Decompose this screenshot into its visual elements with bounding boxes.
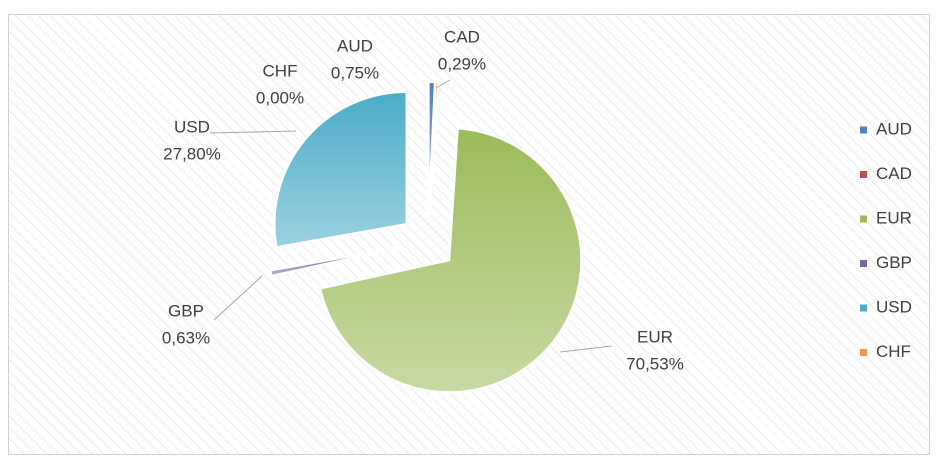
- data-label-value: 0,00%: [256, 88, 304, 107]
- data-label-value: 0,75%: [331, 63, 379, 82]
- data-label-category: CAD: [444, 27, 480, 46]
- legend-swatch: [860, 215, 867, 223]
- legend-swatch: [860, 126, 867, 134]
- pie-slice: [273, 91, 408, 249]
- data-label-category: CHF: [263, 61, 298, 80]
- legend-label: CAD: [876, 164, 912, 183]
- data-label-value: 27,80%: [163, 144, 221, 163]
- legend-label: GBP: [876, 253, 912, 272]
- legend-swatch: [860, 304, 867, 312]
- legend-swatch: [860, 260, 867, 267]
- leader-line: [559, 345, 613, 353]
- data-label-category: GBP: [168, 301, 204, 320]
- legend-label: AUD: [876, 119, 912, 138]
- legend-label: USD: [876, 297, 912, 316]
- data-label-value: 0,63%: [162, 328, 210, 347]
- leader-line: [209, 130, 297, 134]
- leader-line: [435, 79, 451, 89]
- legend-label: EUR: [876, 208, 912, 227]
- legend-swatch: [860, 171, 867, 178]
- legend-swatch: [860, 349, 867, 356]
- data-label-category: AUD: [337, 36, 373, 55]
- data-label-category: USD: [174, 117, 210, 136]
- data-label-category: EUR: [637, 327, 673, 346]
- pie-slice: [319, 127, 583, 394]
- data-label-value: 70,53%: [626, 354, 684, 373]
- data-label-value: 0,29%: [438, 54, 486, 73]
- legend-label: CHF: [876, 342, 911, 361]
- pie-slice: [269, 246, 401, 277]
- pie-slice: [428, 81, 440, 215]
- leader-line: [213, 275, 263, 321]
